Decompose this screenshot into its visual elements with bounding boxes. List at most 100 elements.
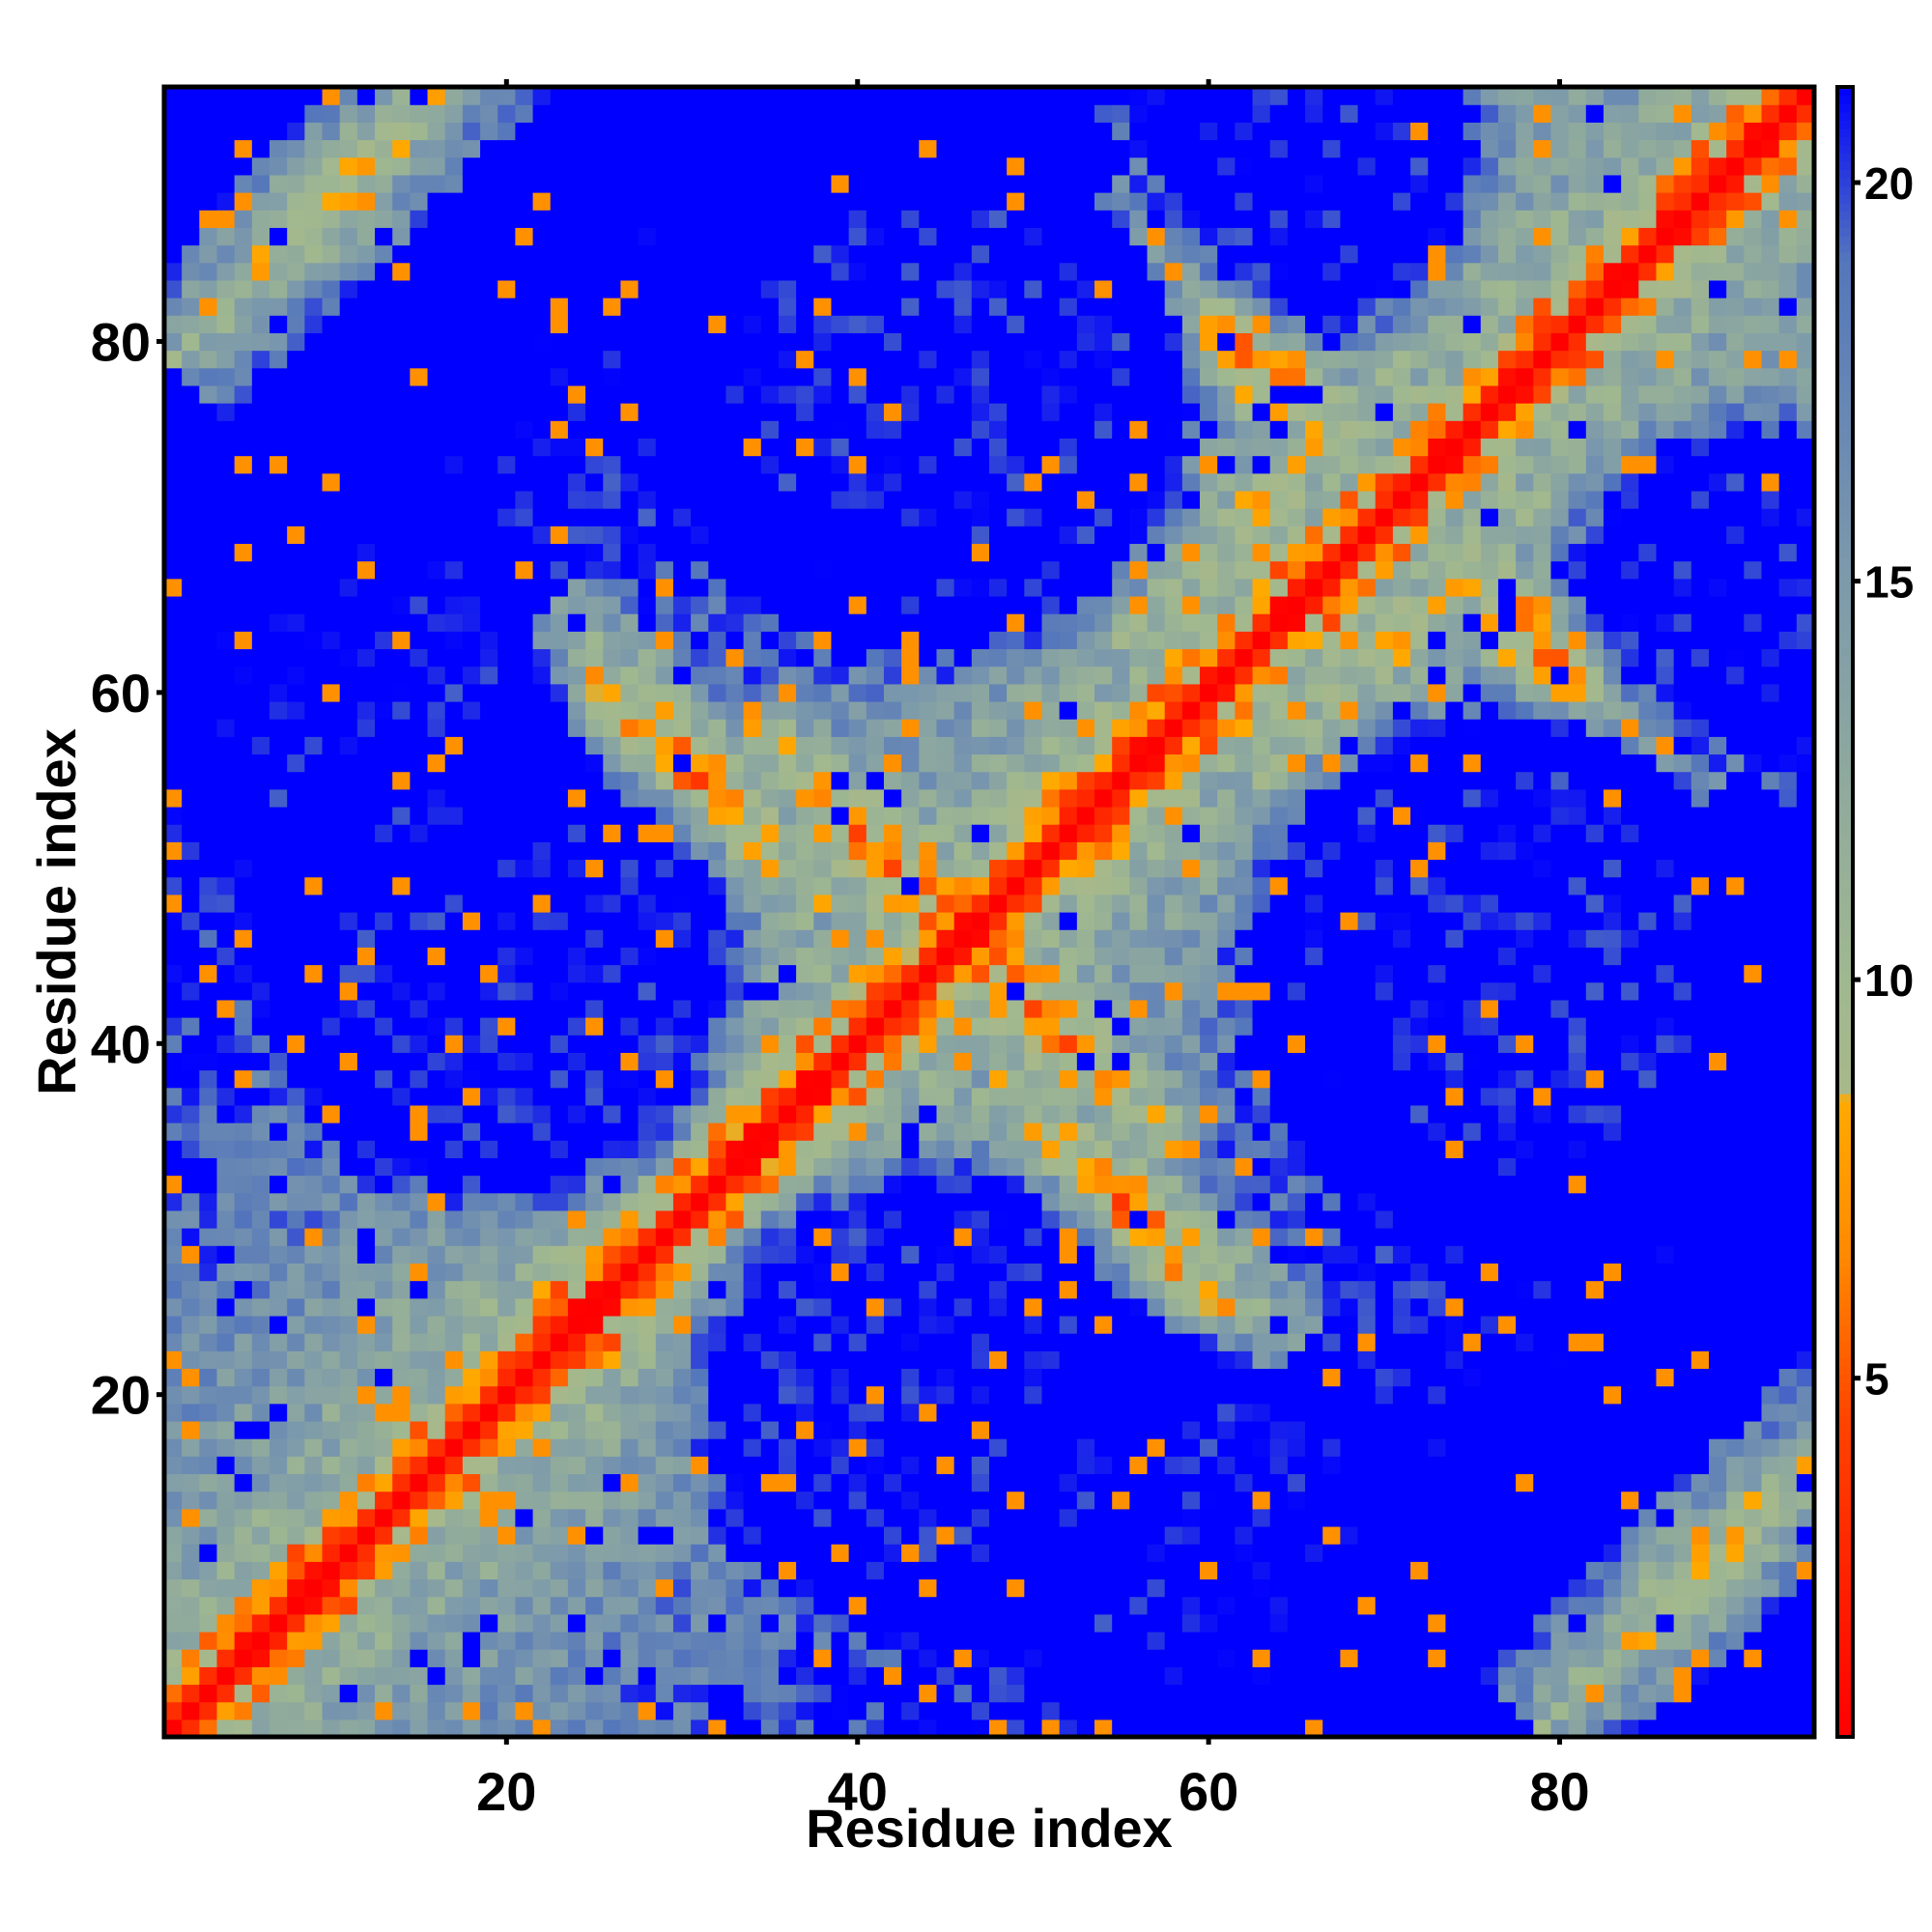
heatmap-cell [672, 894, 692, 913]
heatmap-cell [375, 578, 393, 597]
heatmap-cell [743, 1719, 762, 1738]
heatmap-cell [550, 1578, 569, 1598]
heatmap-cell [953, 227, 973, 246]
heatmap-cell [725, 700, 745, 720]
heatmap-cell [919, 771, 938, 790]
heatmap-cell [796, 139, 814, 158]
heatmap-cell [270, 1368, 288, 1387]
heatmap-cell [953, 841, 973, 861]
heatmap-cell [866, 332, 885, 352]
heatmap-cell [638, 1613, 657, 1633]
heatmap-cell [778, 894, 797, 913]
heatmap-cell [444, 420, 464, 439]
heatmap-cell [638, 384, 657, 404]
heatmap-cell [725, 1017, 745, 1036]
heatmap-cell [1041, 771, 1061, 790]
heatmap-cell [813, 122, 833, 141]
heatmap-cell [410, 1368, 429, 1387]
heatmap-cell [339, 1649, 358, 1667]
heatmap-cell [322, 526, 341, 545]
heatmap-cell [936, 1350, 955, 1370]
heatmap-cell [444, 210, 464, 228]
heatmap-cell [216, 595, 236, 614]
heatmap-cell [375, 1544, 393, 1562]
heatmap-cell [550, 1385, 569, 1405]
heatmap-cell [708, 560, 727, 580]
heatmap-cell [515, 964, 534, 983]
heatmap-cell [444, 876, 464, 895]
heatmap-cell [392, 1297, 411, 1317]
heatmap-cell [339, 1684, 358, 1703]
heatmap-cell [287, 788, 305, 808]
heatmap-cell [585, 1473, 604, 1492]
heatmap-cell [322, 719, 341, 737]
heatmap-cell [532, 192, 552, 211]
heatmap-cell [567, 666, 586, 685]
heatmap-cell [831, 1157, 850, 1177]
heatmap-cell [339, 315, 358, 333]
heatmap-cell [1024, 947, 1043, 966]
heatmap-cell [989, 1613, 1008, 1633]
heatmap-cell [216, 841, 236, 861]
heatmap-cell [743, 595, 762, 614]
heatmap-cell [1076, 1297, 1095, 1317]
heatmap-cell [585, 876, 604, 895]
heatmap-cell [182, 1104, 200, 1123]
heatmap-cell [936, 156, 955, 176]
heatmap-cell [1076, 1666, 1095, 1686]
heatmap-cell [813, 876, 833, 895]
heatmap-cell [919, 490, 938, 509]
heatmap-cell [989, 332, 1008, 352]
heatmap-cell [971, 244, 990, 264]
heatmap-cell [778, 332, 797, 352]
heatmap-cell [848, 122, 867, 141]
heatmap-cell [778, 508, 797, 526]
heatmap-cell [567, 1263, 586, 1282]
heatmap-cell [743, 876, 762, 895]
heatmap-cell [953, 1701, 973, 1720]
heatmap-cell [831, 210, 850, 228]
heatmap-cell [1024, 438, 1043, 457]
heatmap-cell [778, 262, 797, 281]
heatmap-cell [813, 666, 833, 685]
heatmap-cell [1076, 631, 1095, 650]
heatmap-cell [883, 438, 902, 457]
heatmap-cell [725, 1315, 745, 1334]
heatmap-cell [1059, 1175, 1078, 1194]
heatmap-cell [304, 683, 324, 702]
heatmap-cell [919, 350, 938, 369]
heatmap-cell [1059, 683, 1078, 702]
heatmap-cell [725, 1069, 745, 1089]
heatmap-cell [778, 1561, 797, 1580]
heatmap-cell [480, 788, 498, 808]
heatmap-cell [936, 719, 955, 737]
heatmap-cell [760, 1491, 780, 1510]
heatmap-cell [1024, 1578, 1043, 1598]
heatmap-cell [953, 490, 973, 509]
heatmap-cell [901, 543, 920, 562]
heatmap-cell [375, 1525, 393, 1545]
heatmap-cell [603, 1297, 622, 1317]
heatmap-cell [287, 1456, 305, 1475]
heatmap-cell [883, 929, 902, 948]
heatmap-cell [971, 1473, 990, 1492]
heatmap-cell [251, 736, 270, 755]
heatmap-cell [936, 929, 955, 948]
heatmap-cell [655, 210, 674, 228]
heatmap-cell [778, 1017, 797, 1036]
heatmap-cell [304, 1333, 324, 1351]
heatmap-cell [691, 999, 709, 1018]
heatmap-cell [1076, 262, 1095, 281]
heatmap-cell [444, 455, 464, 474]
heatmap-cell [778, 1403, 797, 1422]
heatmap-cell [901, 981, 920, 1001]
heatmap-cell [444, 859, 464, 878]
heatmap-cell [427, 560, 446, 580]
heatmap-cell [1094, 1491, 1113, 1510]
heatmap-cell [638, 964, 657, 983]
heatmap-cell [1007, 578, 1025, 597]
heatmap-cell [655, 964, 674, 983]
heatmap-cell [287, 1333, 305, 1351]
heatmap-cell [251, 1297, 270, 1317]
heatmap-cell [182, 683, 200, 702]
